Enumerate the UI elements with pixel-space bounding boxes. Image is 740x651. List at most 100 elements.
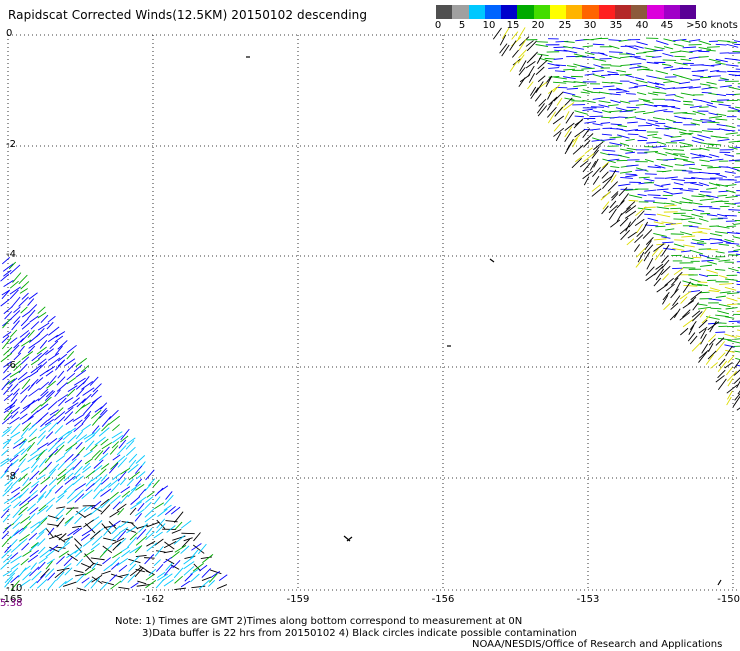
wind-barb (734, 147, 740, 148)
wind-barb (564, 50, 578, 53)
wind-barb (83, 388, 95, 396)
wind-barb (699, 350, 708, 358)
wind-barb (575, 116, 584, 117)
wind-barb (529, 73, 534, 83)
wind-barb (64, 447, 72, 454)
wind-barb (619, 187, 627, 195)
wind-barb (91, 390, 98, 397)
wind-barb (581, 68, 594, 69)
wind-barb (620, 149, 633, 151)
wind-barb (728, 210, 740, 211)
wind-barb (626, 139, 635, 140)
wind-barb (643, 229, 652, 238)
wind-barb (593, 98, 605, 100)
wind-barb (75, 517, 82, 524)
wind-barb (56, 332, 65, 338)
wind-barb (689, 325, 694, 335)
wind-barb (73, 398, 80, 404)
wind-barb (716, 252, 725, 254)
wind-barb (117, 445, 126, 454)
wind-barb (155, 503, 164, 509)
wind-barb (147, 492, 155, 498)
wind-barb (574, 119, 583, 128)
wind-barb (130, 556, 139, 565)
wind-barb (67, 345, 77, 353)
wind-barb (55, 360, 64, 370)
wind-barb (657, 78, 670, 80)
wind-barb (734, 203, 740, 204)
wind-barb (620, 177, 633, 178)
wind-barb (118, 587, 129, 589)
wind-barb (101, 504, 110, 514)
wind-barb (662, 171, 671, 172)
wind-barb (19, 507, 28, 515)
wind-barb (175, 545, 186, 552)
wind-barb (683, 47, 696, 48)
wind-barb (710, 243, 723, 244)
wind-barb (537, 54, 548, 56)
wind-barb (219, 575, 227, 581)
wind-barb (84, 513, 92, 517)
wind-barb (77, 588, 86, 591)
wind-barb (164, 495, 173, 505)
wind-barb (21, 307, 28, 313)
wind-barb (175, 522, 182, 529)
wind-barb (639, 177, 650, 178)
wind-barb (602, 134, 612, 135)
wind-barb (110, 462, 118, 469)
wind-barb (726, 308, 738, 309)
wind-barb (699, 107, 708, 108)
wind-barb (611, 124, 622, 125)
wind-swath-west (0, 257, 227, 591)
wind-barb (734, 338, 740, 339)
wind-barb (683, 257, 694, 259)
wind-barb (4, 497, 14, 504)
wind-barb (30, 449, 39, 455)
wind-barb (636, 104, 646, 105)
wind-barb (720, 86, 732, 87)
wind-barb (191, 544, 201, 551)
wind-barb (657, 189, 669, 190)
wind-barb (691, 80, 700, 81)
wind-barb (13, 307, 20, 313)
wind-barb (101, 464, 109, 470)
wind-barb (711, 308, 722, 309)
wind-barb (45, 490, 51, 498)
wind-barb (538, 76, 545, 82)
wind-barb (19, 488, 29, 498)
wind-barb (30, 522, 39, 529)
wind-barb (674, 244, 684, 247)
wind-barb (100, 549, 108, 558)
wind-barb (64, 412, 73, 421)
wind-barb (39, 557, 48, 563)
wind-barb (681, 93, 695, 95)
wind-barb (675, 282, 681, 293)
wind-barb (734, 351, 740, 353)
wind-barb (58, 354, 67, 361)
wind-barb (638, 125, 652, 126)
wind-barb (66, 459, 76, 468)
wind-barb (65, 454, 74, 462)
wind-barb (59, 533, 66, 540)
wind-barb (27, 442, 34, 451)
wind-barb (728, 268, 738, 271)
wind-barb (656, 41, 668, 45)
wind-barb (202, 577, 211, 581)
wind-barb (716, 341, 725, 352)
wind-barb (688, 221, 701, 224)
latitude-label: 0 (6, 28, 12, 39)
wind-barb (91, 558, 105, 560)
wind-barb (627, 107, 640, 108)
wind-barb (708, 351, 716, 359)
wind-barb (675, 128, 687, 130)
wind-barb (610, 137, 622, 138)
wind-barb (725, 317, 734, 319)
wind-barb (519, 78, 525, 87)
wind-barb (698, 282, 708, 283)
wind-barb (717, 311, 729, 314)
wind-barb (680, 156, 689, 158)
wind-barb (174, 535, 185, 544)
wind-barb (591, 107, 604, 108)
wind-barb (145, 502, 151, 509)
